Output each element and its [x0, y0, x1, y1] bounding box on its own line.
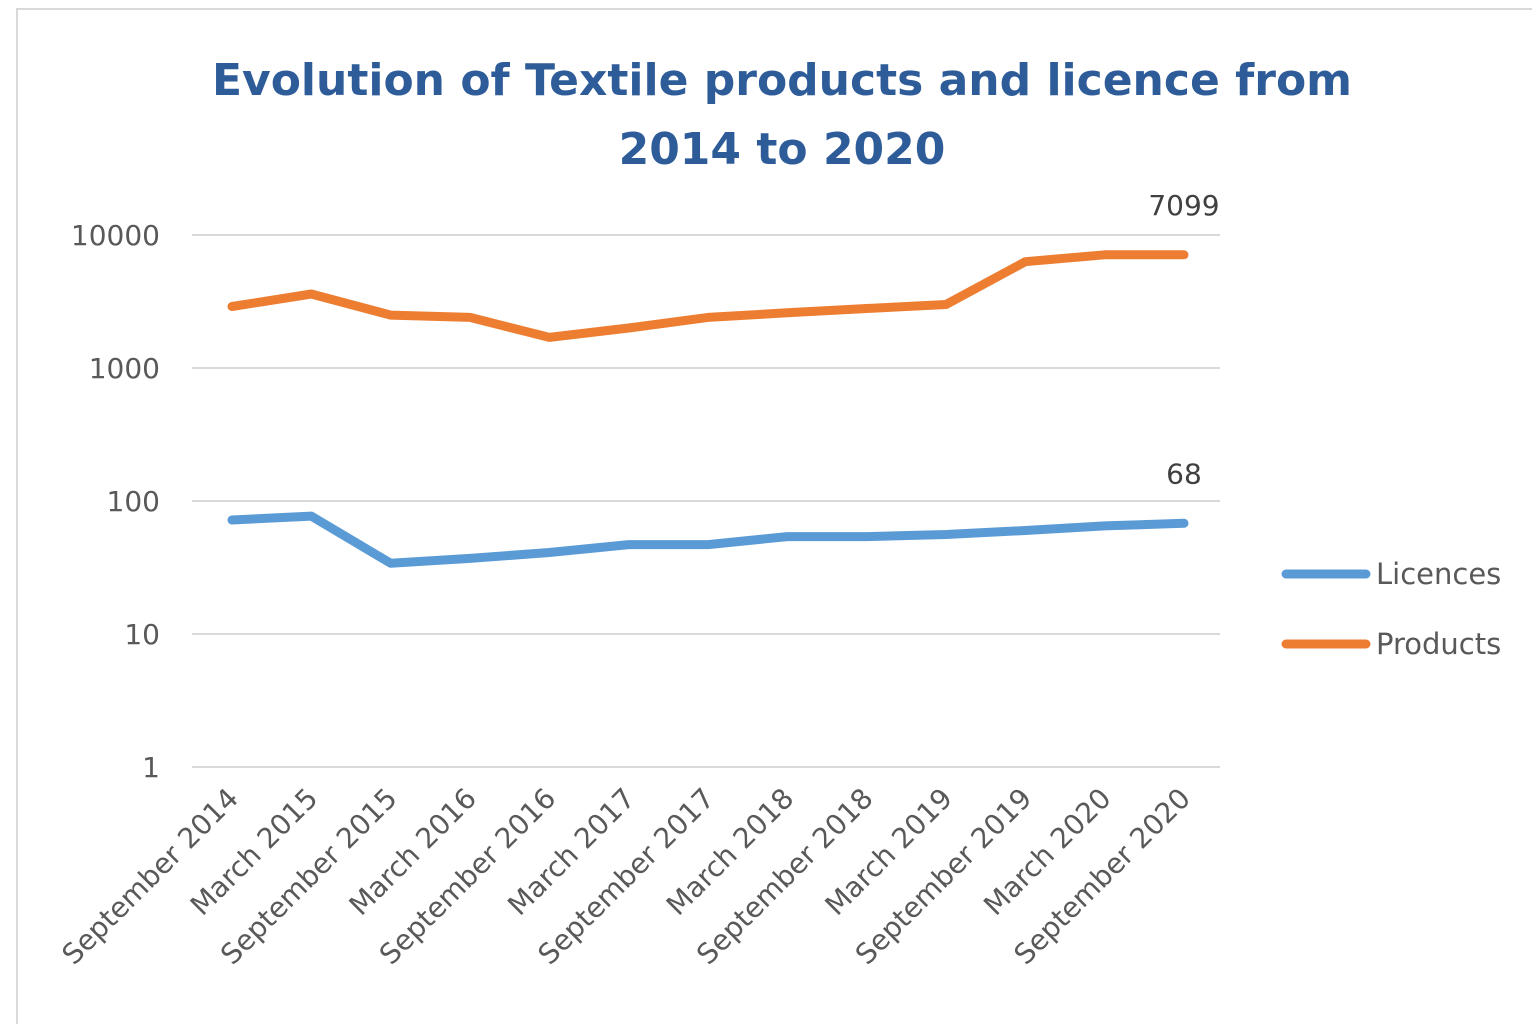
data-labels: 68 7099	[1148, 189, 1219, 490]
gridlines	[192, 234, 1220, 768]
legend: Licences Products	[1281, 557, 1501, 661]
y-tick-label: 1	[142, 751, 160, 784]
legend-label-products: Products	[1376, 627, 1501, 661]
y-tick-label: 10	[124, 618, 160, 651]
y-tick-label: 10000	[71, 219, 160, 252]
chart-title-line-1: Evolution of Textile products and licenc…	[212, 55, 1352, 106]
y-axis-ticks: 1 10 100 1000 10000	[71, 219, 160, 784]
legend-label-licences: Licences	[1376, 557, 1501, 591]
series-line-products	[227, 250, 1189, 342]
series-line-licences	[227, 511, 1189, 568]
data-label-products: 7099	[1148, 189, 1219, 222]
series-lines	[227, 250, 1189, 568]
data-label-licences: 68	[1166, 457, 1202, 490]
y-tick-label: 100	[107, 485, 160, 518]
chart-title-line-2: 2014 to 2020	[619, 124, 946, 175]
y-tick-label: 1000	[89, 352, 160, 385]
